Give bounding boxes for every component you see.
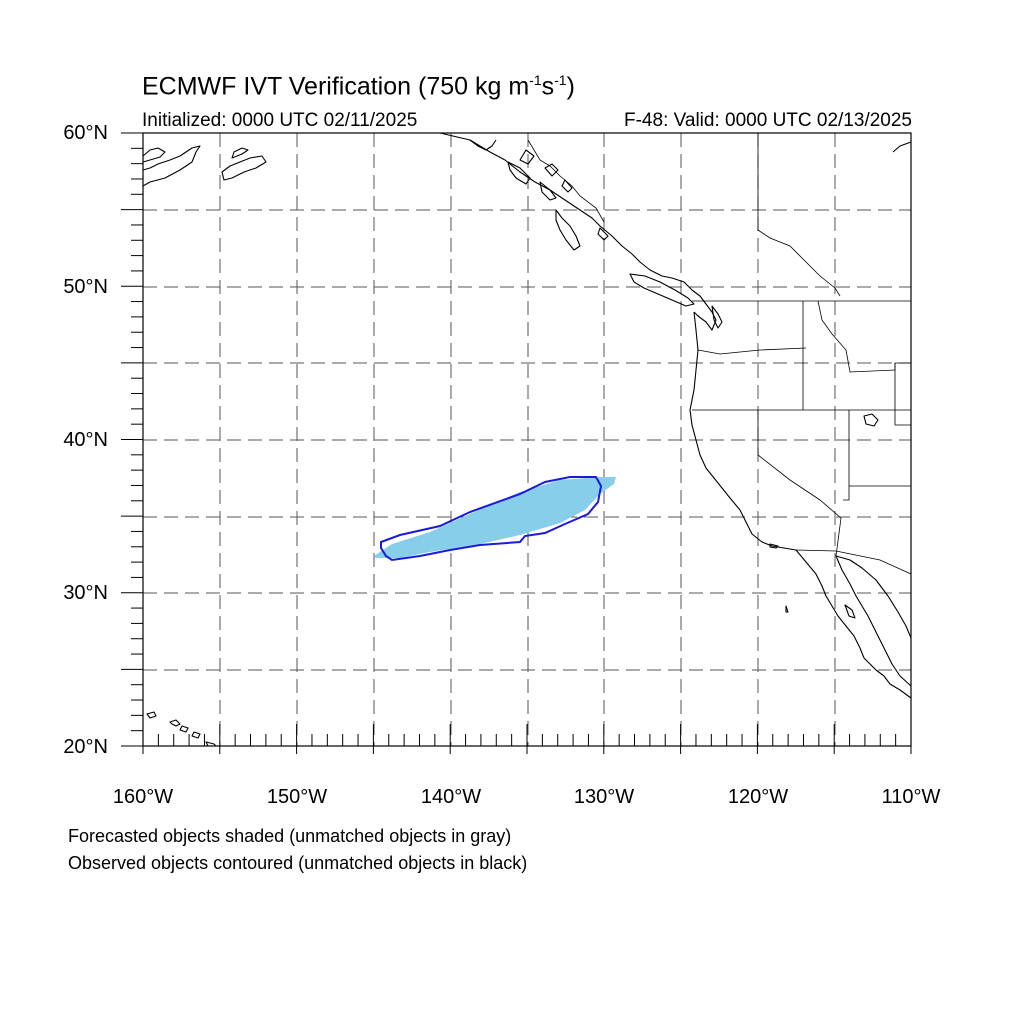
lon-label-140w: 140°W [420,786,482,808]
lat-label-50n: 50°N [63,276,108,298]
initialized-label: Initialized: 0000 UTC 02/11/2025 [142,110,418,131]
political-borders [527,133,912,575]
gridlines [143,133,911,746]
map-title: ECMWF IVT Verification (750 kg m-1s-1) [142,72,575,101]
lat-label-40n: 40°N [63,429,108,451]
lon-label-150w: 150°W [266,786,328,808]
lon-label-120w: 120°W [727,786,789,808]
lat-label-60n: 60°N [63,122,108,144]
forecast-object [374,477,616,558]
coastlines [142,132,912,747]
observed-legend-note: Observed objects contoured (unmatched ob… [68,853,528,873]
lon-label-160w: 160°W [112,786,174,808]
valid-time-label: F-48: Valid: 0000 UTC 02/13/2025 [624,110,912,131]
tick-marks [121,132,912,754]
lat-label-20n: 20°N [63,736,108,758]
lat-label-30n: 30°N [63,582,108,604]
lon-label-130w: 130°W [573,786,635,808]
forecast-legend-note: Forecasted objects shaded (unmatched obj… [68,826,512,846]
lon-label-110w: 110°W [881,786,941,808]
observed-object-contour [380,476,603,562]
